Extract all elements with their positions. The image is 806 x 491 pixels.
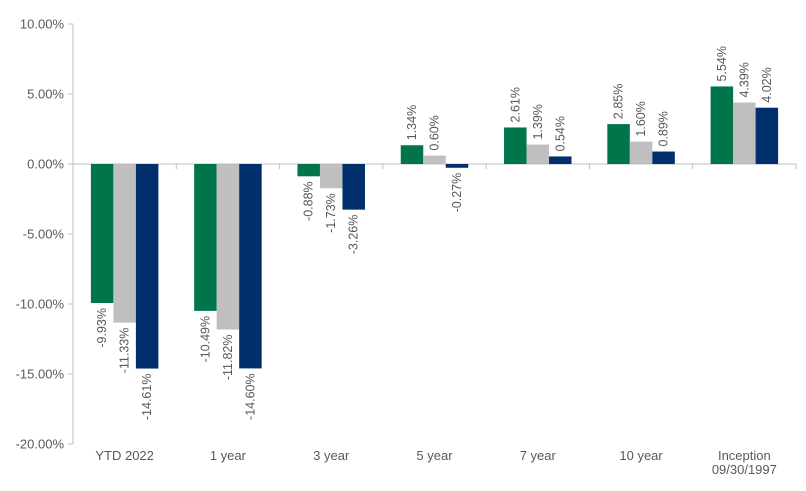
x-category-label: 3 year — [313, 448, 350, 463]
data-label: 4.02% — [760, 67, 774, 102]
y-tick-label: 5.00% — [27, 87, 64, 102]
data-label: -1.73% — [324, 193, 338, 233]
data-label: -11.33% — [118, 328, 132, 374]
bar — [113, 164, 136, 323]
data-label: -14.61% — [140, 374, 154, 421]
data-label: 1.60% — [634, 101, 648, 136]
data-label: -0.27% — [450, 173, 464, 213]
bar — [319, 164, 343, 189]
x-category-label: 10 year — [619, 448, 663, 463]
bar — [423, 155, 446, 164]
data-label: 5.54% — [715, 46, 729, 81]
bar — [135, 164, 159, 369]
x-category-label: 1 year — [210, 448, 247, 463]
y-tick-label: -15.00% — [16, 367, 65, 382]
bar — [445, 164, 469, 168]
data-label: 2.61% — [508, 87, 522, 122]
x-category-label: YTD 2022 — [95, 448, 154, 463]
bar — [342, 164, 365, 210]
bar — [549, 156, 572, 164]
bar — [216, 164, 240, 330]
data-label: 0.60% — [428, 115, 442, 150]
data-label: -11.82% — [221, 334, 235, 380]
data-label: -0.88% — [302, 181, 316, 221]
bar — [504, 127, 527, 164]
bar — [733, 102, 756, 164]
bar — [755, 107, 779, 164]
bar-layer — [90, 86, 779, 369]
bar — [239, 164, 262, 369]
bar — [526, 144, 550, 164]
bar — [297, 164, 320, 177]
y-tick-label: 0.00% — [27, 157, 64, 172]
x-category-label: 7 year — [520, 448, 557, 463]
x-category-label: 5 year — [416, 448, 453, 463]
bar — [607, 124, 630, 164]
data-label: -3.26% — [347, 215, 361, 255]
y-tick-label: -5.00% — [23, 227, 65, 242]
y-tick-label: 10.00% — [20, 17, 65, 32]
bar — [400, 145, 424, 164]
data-label: -14.60% — [243, 373, 257, 420]
data-label: -10.49% — [198, 316, 212, 363]
bar — [90, 164, 114, 304]
data-label: 1.34% — [405, 105, 419, 140]
data-label: -9.93% — [95, 308, 109, 348]
data-label: 1.39% — [531, 104, 545, 139]
bar — [194, 164, 217, 311]
bar — [652, 151, 675, 164]
data-label: 4.39% — [737, 62, 751, 97]
y-tick-label: -20.00% — [16, 437, 65, 452]
bar — [629, 141, 653, 164]
y-tick-label: -10.00% — [16, 297, 65, 312]
axis-layer: 10.00% 5.00% 0.00% -5.00% -10.00% -15.00% -20.… — [16, 17, 797, 477]
data-label: 0.89% — [657, 111, 671, 146]
x-category-label: Inception 09/30/1997 — [712, 448, 777, 477]
label-layer: -9.93% -11.33% -14.61% -10.49% -11.82% -14.60… — [95, 46, 774, 420]
bar — [710, 86, 734, 164]
data-label: 0.54% — [553, 116, 567, 151]
data-label: 2.85% — [612, 84, 626, 119]
